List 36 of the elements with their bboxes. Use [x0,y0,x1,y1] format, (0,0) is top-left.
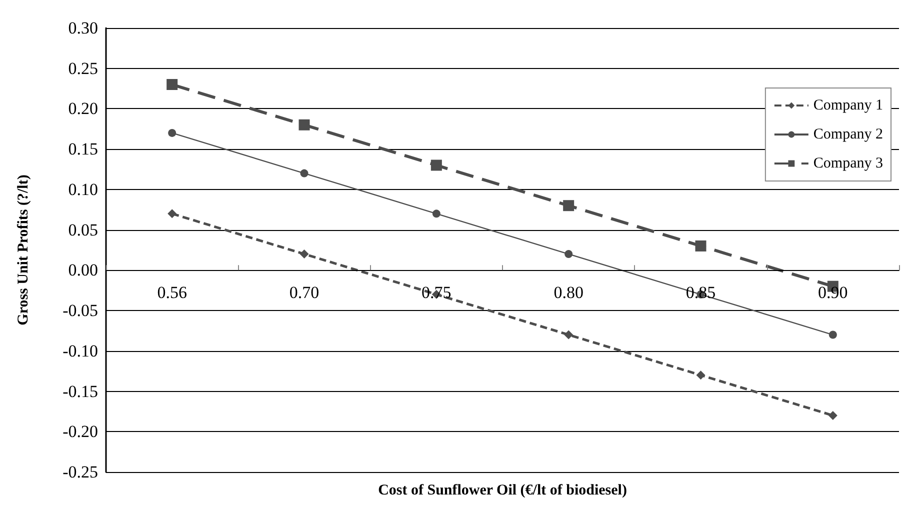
point [563,200,574,212]
point [564,330,574,340]
point [300,169,308,178]
legend-label: Company 2 [813,126,884,142]
x-tick-label: 0.80 [554,283,584,302]
y-tick-label: -0.10 [62,341,98,360]
y-tick-label: 0.05 [68,220,98,240]
point [430,160,442,171]
y-tick-label: -0.05 [62,301,98,320]
y-tick-label: 0.25 [68,58,98,78]
point [696,370,706,380]
point [564,250,573,258]
legend-label: Company 3 [813,156,884,172]
y-tick-label: -0.15 [62,382,98,401]
y-tick-label: -0.25 [62,462,98,482]
point [300,250,309,259]
legend-label: Company 1 [813,98,884,114]
point [828,330,837,339]
point [432,210,440,218]
point [166,79,178,90]
point [168,128,176,137]
y-tick-label: 0.20 [68,99,98,118]
y-tick-label: 0.00 [68,260,98,280]
point [168,209,177,218]
x-tick-label: 0.90 [818,283,848,302]
point [828,410,838,420]
point [298,119,310,130]
y-axis-title: Gross Unit Profits (?/lt) [16,174,32,326]
y-tick-label: 0.10 [68,180,98,199]
point [695,240,706,252]
y-tick-label: 0.15 [68,140,98,159]
y-tick-label: -0.20 [62,422,98,442]
y-tick-label: 0.30 [68,18,98,38]
x-tick-label: 0.56 [157,283,187,302]
x-tick-label: 0.70 [289,283,320,302]
x-axis-title: Cost of Sunflower Oil (€/lt of biodiesel) [378,482,627,498]
